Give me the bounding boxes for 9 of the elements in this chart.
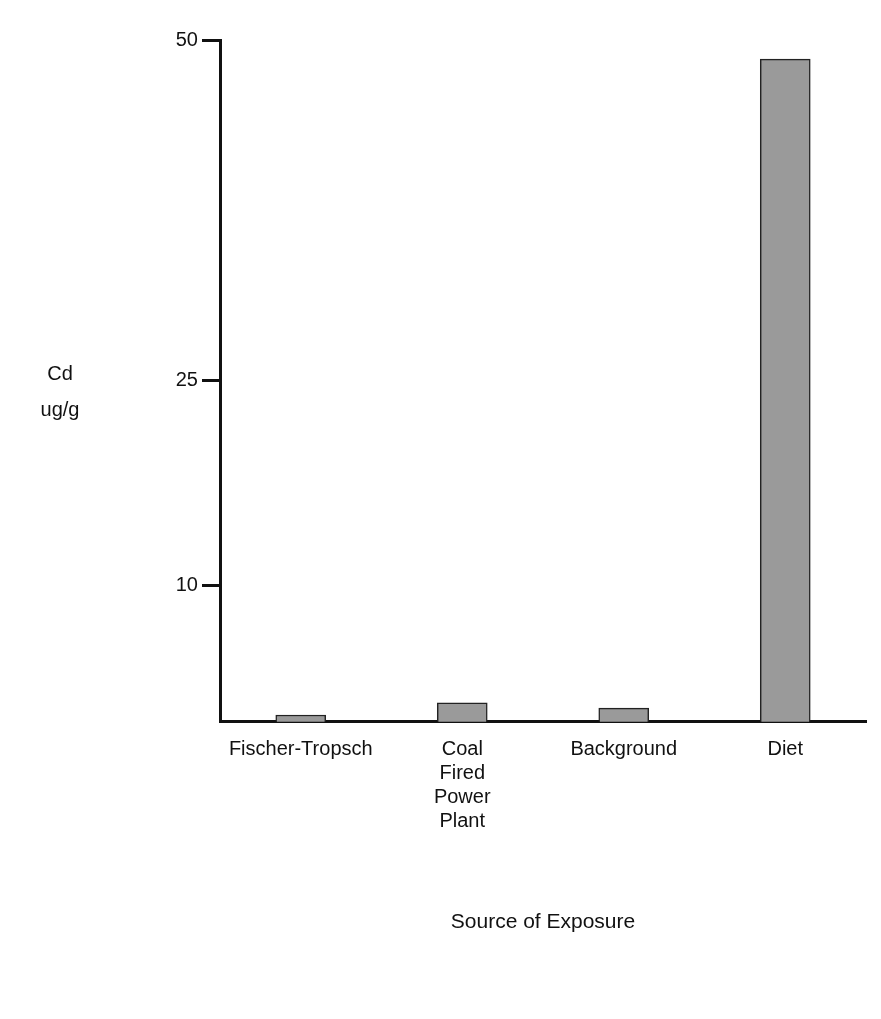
x-tick-label: Coal Fired Power Plant bbox=[433, 737, 491, 832]
x-tick-label: Diet bbox=[767, 737, 804, 760]
y-tick-label: 25 bbox=[175, 368, 198, 391]
x-tick-label: Background bbox=[570, 737, 678, 760]
x-axis-title: Source of Exposure bbox=[450, 909, 636, 933]
y-tick-label: 50 bbox=[175, 27, 198, 50]
y-axis-title: Cd ug/g bbox=[40, 362, 80, 420]
x-tick-label: Fischer-Tropsch bbox=[228, 737, 373, 760]
y-tick-label: 10 bbox=[175, 572, 198, 595]
